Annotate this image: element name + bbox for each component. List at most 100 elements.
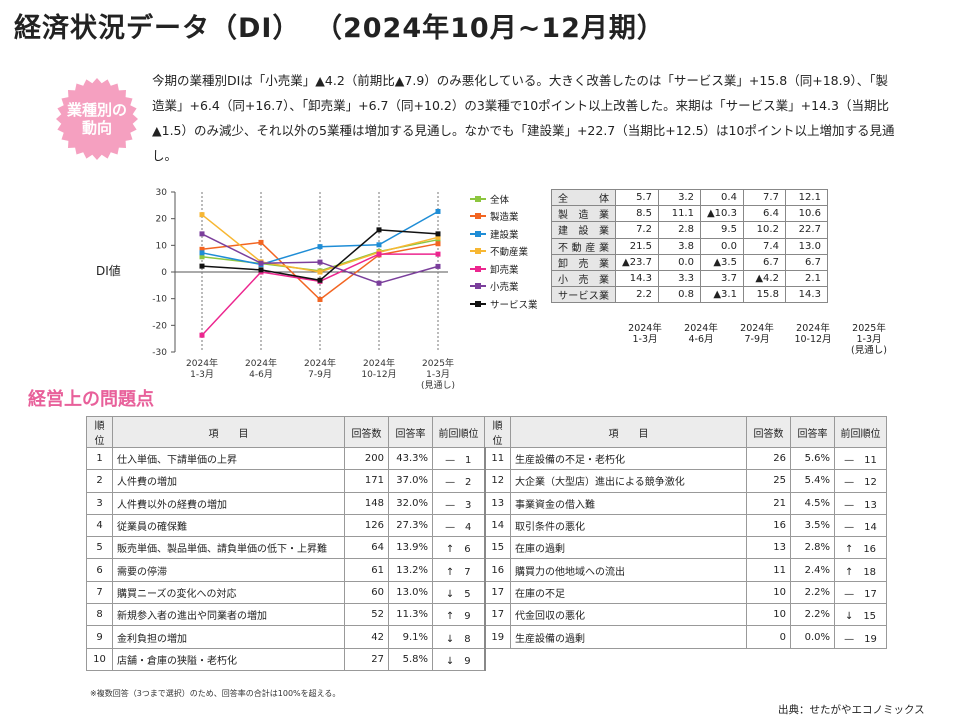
di-cell: 10.2 [742, 221, 786, 239]
ranking-header-cell: 回答率 [388, 416, 433, 448]
ranking-row: 1 仕入単価、下請単価の上昇 200 43.3% — 1 11 生産設備の不足・老朽化 26 5… [86, 446, 887, 471]
ranking-cell: — 14 [834, 513, 887, 538]
ranking-cell: 13.0% [388, 580, 433, 605]
data-point-建設業 [317, 244, 323, 250]
ranking-cell: 生産設備の過剰 [510, 625, 747, 649]
ranking-cell: 32.0% [388, 491, 433, 515]
legend-label: 小売業 [490, 282, 519, 294]
data-point-サービス業 [317, 277, 323, 283]
x-tick-label: 1-3月 [190, 369, 214, 380]
ranking-cell: 13.9% [388, 536, 433, 560]
data-point-不動産業 [317, 269, 323, 275]
x-tick-label: 4-6月 [249, 369, 273, 380]
di-cell: 22.7 [784, 221, 828, 239]
ranking-cell: 14 [483, 513, 511, 538]
ranking-cell: — 11 [834, 446, 887, 471]
ranking-row: 10 店舗・倉庫の狭隘・老朽化 27 5.8% ↓ 9 [86, 647, 887, 671]
ranking-cell: — 3 [432, 491, 485, 515]
di-column-header-line: (見通し) [851, 345, 887, 356]
di-cell: 6.4 [742, 205, 786, 223]
ranking-header-cell: 回答数 [746, 416, 791, 448]
ranking-cell: ↑ 18 [834, 558, 887, 582]
ranking-cell: 52 [344, 603, 389, 627]
ranking-row: 7 購買ニーズの変化への対応 60 13.0% ↓ 5 17 在庫の不足 10 2.2% — 17 [86, 580, 887, 605]
ranking-cell: 7 [86, 580, 113, 605]
x-tick-label: 1-3月 [426, 369, 450, 380]
ranking-cell: 13 [483, 491, 511, 515]
y-tick-label: 30 [156, 188, 168, 198]
ranking-cell: 人件費以外の経費の増加 [112, 491, 345, 515]
di-row-label: サービス業 [551, 286, 616, 304]
y-tick-label: -30 [152, 348, 167, 358]
di-column-header-line: 2024年 [684, 323, 718, 334]
di-cell: 13.0 [784, 237, 828, 255]
ranking-header-cell: 項 目 [112, 416, 345, 448]
legend-item: 小売業 [470, 278, 538, 296]
ranking-header-cell: 前回順位 [834, 416, 887, 448]
ranking-cell: 5 [86, 536, 113, 560]
di-column-header-line: 10-12月 [794, 334, 832, 345]
data-point-小売業 [258, 260, 264, 266]
badge-line1: 業種別の [66, 101, 127, 119]
legend-label: 卸売業 [490, 264, 519, 276]
source-credit: 出典：せたがやエコノミックス [778, 704, 925, 716]
ranking-cell: 大企業（大型店）進出による競争激化 [510, 469, 747, 493]
di-column-header-line: 7-9月 [744, 334, 770, 345]
ranking-cell: 4.5% [790, 491, 835, 515]
ranking-cell [835, 648, 887, 670]
di-cell: 6.7 [742, 253, 786, 271]
data-point-サービス業 [435, 231, 441, 237]
di-column-header: 2024年 10-12月 [785, 323, 841, 356]
di-column-header: 2024年 7-9月 [729, 323, 785, 356]
di-cell: 14.3 [615, 269, 659, 288]
ranking-cell: 8 [86, 603, 113, 627]
ranking-cell: 0.0% [790, 625, 835, 649]
di-cell: 10.6 [784, 205, 828, 223]
data-point-建設業 [199, 250, 205, 256]
legend-swatch [470, 246, 486, 256]
ranking-cell: 新規参入者の進出や同業者の増加 [112, 603, 345, 627]
ranking-cell: 販売単価、製品単価、請負単価の低下・上昇難 [112, 536, 345, 560]
ranking-cell [511, 648, 747, 670]
di-cell: 21.5 [615, 237, 659, 255]
data-point-製造業 [199, 246, 205, 252]
y-tick-label: 20 [156, 215, 168, 225]
ranking-cell: ↑ 7 [432, 558, 485, 582]
ranking-cell: 取引条件の悪化 [510, 513, 747, 538]
ranking-row: 5 販売単価、製品単価、請負単価の低下・上昇難 64 13.9% ↑ 6 15 在庫の過剰 1… [86, 536, 887, 560]
ranking-cell: — 12 [834, 469, 887, 493]
di-cell: 8.5 [615, 205, 659, 223]
ranking-cell: — 19 [834, 625, 887, 649]
ranking-cell [747, 648, 791, 670]
legend-label: 不動産業 [490, 247, 529, 259]
ranking-cell: 9.1% [388, 625, 433, 649]
legend-swatch [470, 211, 486, 221]
y-tick-label: 10 [156, 241, 168, 251]
data-point-サービス業 [376, 227, 382, 233]
legend-swatch [470, 299, 486, 309]
ranking-cell: 従業員の確保難 [112, 513, 345, 538]
ranking-cell: 17 [483, 603, 511, 627]
di-cell: 7.4 [742, 237, 786, 255]
di-cell: 15.8 [742, 286, 786, 304]
legend-swatch [470, 281, 486, 291]
di-cell: 0.0 [699, 237, 744, 255]
di-table-column-headers: 2024年 1-3月 2024年 4-6月 2024年 7-9月 2024年 10-12月 20… [617, 323, 897, 356]
ranking-row: 6 需要の停滞 61 13.2% ↑ 7 16 購買力の他地域への流出 11 2.4% ↑ 18 [86, 558, 887, 582]
data-point-サービス業 [258, 267, 264, 273]
di-cell: 7.2 [615, 221, 659, 239]
badge-burst-icon [56, 78, 138, 160]
di-column-header-line: 4-6月 [688, 334, 714, 345]
ranking-cell: 0 [746, 625, 791, 649]
di-table-row: 小売業 14.3 3.3 3.7 ▲4.2 2.1 [551, 269, 828, 288]
ranking-cell: 16 [483, 558, 511, 582]
di-column-header-line: 2024年 [740, 323, 774, 334]
title-period: （2024年10月~12月期） [328, 13, 665, 44]
di-column-header-line: 2024年 [796, 323, 830, 334]
legend-label: サービス業 [490, 299, 538, 311]
di-table-row: 不動産業 21.5 3.8 0.0 7.4 13.0 [551, 237, 828, 255]
ranking-header-cell: 順位 [86, 416, 113, 448]
page-title: 経済状況データ（DI） （2024年10月~12月期） [14, 6, 693, 45]
di-row-label: 製造業 [551, 205, 616, 223]
ranking-cell: 2.8% [790, 536, 835, 560]
